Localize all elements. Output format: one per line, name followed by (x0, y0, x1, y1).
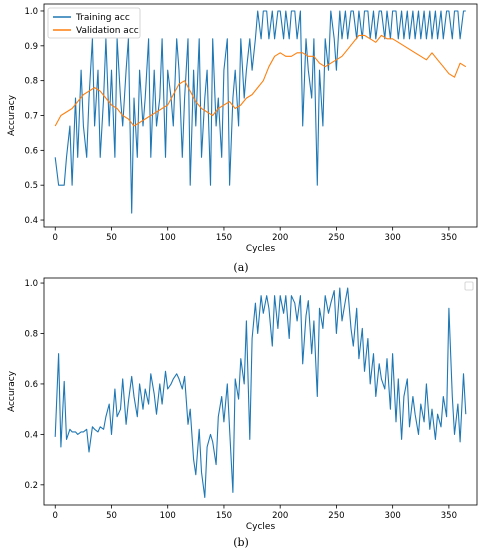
x-tick-label: 50 (106, 511, 117, 521)
series-line-validation-acc (54, 34, 467, 127)
x-axis-label: Cycles (246, 244, 276, 254)
legend-label: Training acc (75, 13, 130, 23)
series-line-training-acc (54, 10, 466, 214)
x-tick-label: 0 (53, 511, 58, 521)
x-tick-label: 350 (441, 233, 457, 243)
y-tick-label: 0.6 (24, 146, 38, 156)
x-axis-label: Cycles (246, 522, 276, 532)
y-tick-label: 0.6 (24, 380, 38, 390)
y-tick-label: 0.7 (24, 112, 38, 122)
plot-frame (43, 277, 478, 506)
x-tick-label: 300 (385, 233, 401, 243)
chart-panel-a: 0 50 100 150 200 250 300 350 0.4 0.5 0.6 0.7 0.8 0.9 1… (7, 3, 478, 254)
x-tick-label: 300 (385, 511, 401, 521)
series-line-series-0 (54, 287, 467, 498)
x-tick-label: 100 (160, 233, 176, 243)
caption-b: (b) (233, 536, 249, 549)
x-tick-label: 100 (160, 511, 176, 521)
chart-panel-b: 0 50 100 150 200 250 300 350 0.2 0.4 0.6 0.8 1.0 Cycl… (7, 277, 478, 532)
y-tick-label: 0.8 (24, 77, 38, 87)
x-tick-label: 150 (216, 511, 232, 521)
x-tick-label: 200 (272, 233, 288, 243)
x-tick-label: 0 (53, 233, 58, 243)
x-tick-label: 250 (328, 233, 344, 243)
y-axis-label: Accuracy (7, 370, 17, 412)
x-tick-label: 150 (216, 233, 232, 243)
y-tick-label: 1.0 (24, 279, 38, 289)
x-tick-label: 350 (441, 511, 457, 521)
legend-label: Validation acc (76, 26, 139, 36)
y-tick-label: 0.5 (24, 181, 38, 191)
y-tick-label: 1.0 (24, 7, 38, 17)
legend-box (464, 281, 474, 291)
y-axis-label: Accuracy (7, 94, 17, 136)
x-tick-label: 200 (272, 511, 288, 521)
y-tick-label: 0.8 (24, 329, 38, 339)
y-tick-label: 0.9 (24, 42, 38, 52)
y-tick-label: 0.4 (24, 216, 38, 226)
y-tick-label: 0.2 (24, 481, 38, 491)
x-tick-label: 50 (106, 233, 117, 243)
x-tick-label: 250 (328, 511, 344, 521)
legend: Training acc Validation acc (47, 7, 141, 39)
caption-a: (a) (233, 261, 248, 274)
y-tick-label: 0.4 (24, 430, 38, 440)
